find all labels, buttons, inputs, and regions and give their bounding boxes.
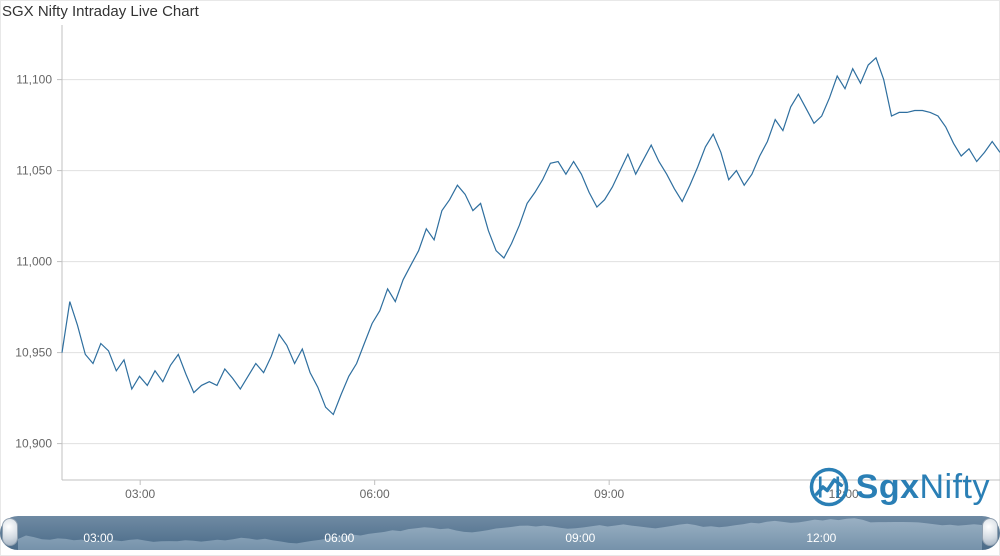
svg-text:06:00: 06:00 xyxy=(324,531,354,545)
svg-text:03:00: 03:00 xyxy=(83,531,113,545)
svg-text:09:00: 09:00 xyxy=(565,531,595,545)
sgxnifty-logo-icon xyxy=(808,466,850,508)
navigator-handle-right[interactable] xyxy=(982,518,998,546)
logo-text-main: Sgx xyxy=(856,468,920,506)
navigator-strip[interactable]: 03:00 06:00 09:00 12:00 xyxy=(0,514,1000,556)
chart-title: SGX Nifty Intraday Live Chart xyxy=(2,3,199,20)
chart-container: SGX Nifty Intraday Live Chart 10,90010,9… xyxy=(0,0,1000,556)
svg-text:10,950: 10,950 xyxy=(15,346,52,360)
svg-text:10,900: 10,900 xyxy=(15,437,52,451)
navigator-svg: 03:00 06:00 09:00 12:00 xyxy=(0,514,1000,556)
svg-text:03:00: 03:00 xyxy=(125,487,155,501)
svg-text:12:00: 12:00 xyxy=(806,531,836,545)
svg-text:06:00: 06:00 xyxy=(360,487,390,501)
svg-text:11,100: 11,100 xyxy=(16,73,52,87)
logo-text: SgxNifty xyxy=(856,468,990,507)
logo-text-sub: Nifty xyxy=(920,468,991,506)
sgxnifty-logo: SgxNifty xyxy=(808,466,990,508)
svg-text:11,000: 11,000 xyxy=(16,255,52,269)
main-chart-area: 10,900 10,950 11,000 11,050 11,100 03:00 06:00… xyxy=(0,25,1000,505)
svg-text:09:00: 09:00 xyxy=(594,487,624,501)
navigator-handle-left[interactable] xyxy=(2,518,18,546)
main-chart-svg: 10,900 10,950 11,000 11,050 11,100 03:00 06:00… xyxy=(0,25,1000,505)
svg-text:11,050: 11,050 xyxy=(16,164,52,178)
